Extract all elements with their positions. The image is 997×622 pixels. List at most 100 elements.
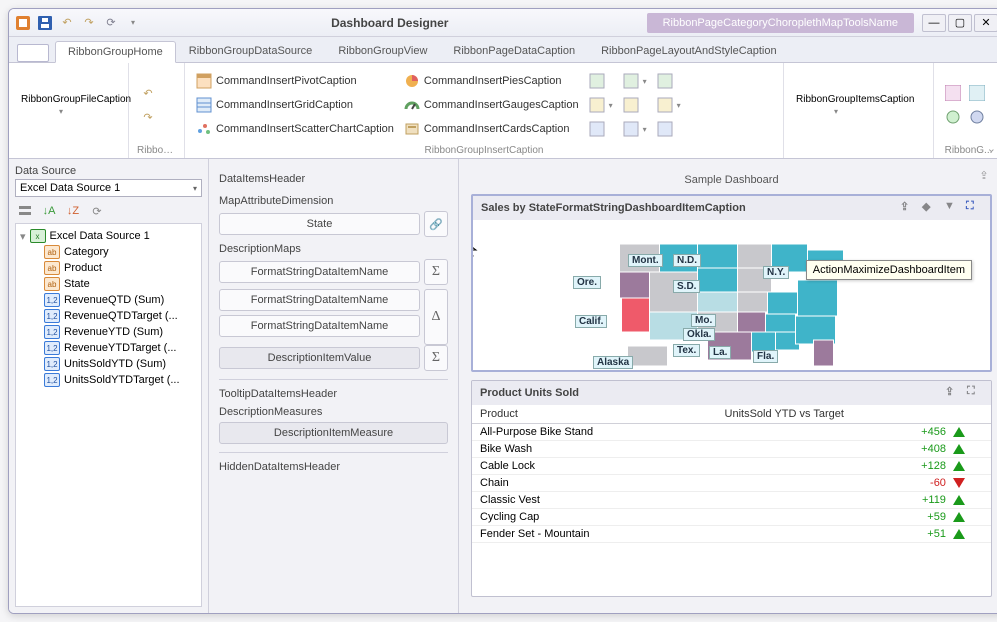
save-icon[interactable] [37,15,53,31]
insert-pivot-button[interactable]: CommandInsertPivotCaption [193,70,397,92]
insert-cards-button[interactable]: CommandInsertCardsCaption [401,118,582,140]
sigma-icon[interactable]: Σ [424,259,448,285]
insert-extra-button[interactable]: ▾ [654,94,684,116]
layers-icon[interactable]: ◆ [922,200,938,216]
table-row[interactable]: Cable Lock+128 [472,458,991,475]
pivot-icon [196,73,212,89]
col-product[interactable]: Product [472,405,717,424]
undo-button[interactable]: ↶ [137,82,159,104]
app-window: ↶ ↷ ⟳ ▾ Dashboard Designer RibbonPageCat… [8,8,997,614]
tab-ribbongroupview[interactable]: RibbonGroupView [325,40,440,62]
tab-ribbongroupdatasource[interactable]: RibbonGroupDataSource [176,40,326,62]
table-row[interactable]: Bike Wash+408 [472,441,991,458]
format-pill[interactable]: FormatStringDataItemName [219,261,420,283]
gallery-item[interactable] [966,82,988,104]
tree-field[interactable]: 1,2RevenueQTD (Sum) [20,292,197,308]
sort-desc-icon[interactable]: ↓Z [63,201,83,221]
collapse-ribbon-icon[interactable]: ⌄ [987,142,996,155]
table-row[interactable]: Fender Set - Mountain+51 [472,526,991,543]
insert-scatter-button[interactable]: CommandInsertScatterChartCaption [193,118,397,140]
table-row[interactable]: Chain-60 [472,475,991,492]
tree-field[interactable]: 1,2UnitsSoldYTDTarget (... [20,372,197,388]
insert-extra-button[interactable] [620,94,650,116]
field-type-icon: 1,2 [44,357,60,371]
col-units[interactable]: UnitsSold YTD vs Target [717,405,973,424]
tab-ribbonpagedatacaption[interactable]: RibbonPageDataCaption [440,40,588,62]
export-icon[interactable]: ⇪ [945,385,961,401]
minimize-button[interactable]: — [922,14,946,32]
gallery-item[interactable] [966,106,988,128]
app-icon [15,15,31,31]
tree-field[interactable]: abProduct [20,260,197,276]
window-title: Dashboard Designer [141,16,639,30]
format-pill[interactable]: FormatStringDataItemName [219,289,420,311]
tree-field[interactable]: 1,2RevenueYTDTarget (... [20,340,197,356]
filter-icon[interactable]: ▼ [944,200,960,216]
export-icon[interactable]: ⇪ [976,169,992,185]
tab-ribbonpagelayoutandstylecaption[interactable]: RibbonPageLayoutAndStyleCaption [588,40,790,62]
insert-extra-icon [657,73,673,89]
refresh-icon[interactable]: ⟳ [103,15,119,31]
content-area: Data Source Excel Data Source 1 ▾ ↓A ↓Z … [9,159,997,613]
insert-extra-button[interactable] [654,118,684,140]
maximize-icon[interactable]: ⛶ [967,385,983,401]
tree-field[interactable]: 1,2UnitsSoldYTD (Sum) [20,356,197,372]
insert-extra-button[interactable]: ▾ [620,70,650,92]
collapse-icon[interactable]: ▾ [20,230,26,243]
redo-icon[interactable]: ↷ [81,15,97,31]
redo-button[interactable]: ↷ [137,106,159,128]
state-label: N.Y. [763,266,789,279]
field-toolbar: ↓A ↓Z ⟳ [15,201,202,221]
insert-extra-button[interactable] [586,70,616,92]
desc-item-measure-pill[interactable]: DescriptionItemMeasure [219,422,448,444]
tree-field[interactable]: abCategory [20,244,197,260]
products-table: Product UnitsSold YTD vs Target All-Purp… [472,405,991,543]
link-icon[interactable]: 🔗 [424,211,448,237]
chevron-down-icon: ▾ [834,107,838,116]
insert-extra-button[interactable]: ▾ [586,94,616,116]
table-row[interactable]: Classic Vest+119 [472,492,991,509]
undo-icon[interactable]: ↶ [59,15,75,31]
sort-asc-icon[interactable]: ↓A [39,201,59,221]
format-pill[interactable]: FormatStringDataItemName [219,315,420,337]
state-label: Tex. [673,344,700,357]
group-icon[interactable] [15,201,35,221]
insert-extra-button[interactable]: ▾ [620,118,650,140]
insert-gauges-button[interactable]: CommandInsertGaugesCaption [401,94,582,116]
state-label: N.D. [673,254,701,267]
file-button[interactable]: RibbonGroupFileCaption ▾ [17,90,105,120]
map-body[interactable]: Ore.Mont.N.D.N.Y.Calif.S.D.Mo.Okla.Tex.L… [473,220,990,370]
gallery-item[interactable] [942,82,964,104]
tree-field[interactable]: 1,2RevenueYTD (Sum) [20,324,197,340]
refresh-icon[interactable]: ⟳ [87,201,107,221]
insert-extra-button[interactable] [586,118,616,140]
delta-icon[interactable]: Δ [424,289,448,345]
insert-grid-button[interactable]: CommandInsertGridCaption [193,94,397,116]
tree-field[interactable]: abState [20,276,197,292]
view-switcher[interactable] [17,44,49,62]
sigma-icon[interactable]: Σ [424,345,448,371]
state-label: Alaska [593,356,633,369]
table-row[interactable]: Cycling Cap+59 [472,509,991,526]
tree-root[interactable]: ▾ x Excel Data Source 1 [20,228,197,244]
map-card: Sales by StateFormatStringDashboardItemC… [471,194,992,372]
insert-extra-icon [589,73,605,89]
tab-ribbongrouphome[interactable]: RibbonGroupHome [55,41,176,63]
state-pill[interactable]: State [219,213,420,235]
items-button[interactable]: RibbonGroupItemsCaption ▾ [792,90,880,120]
insert-pies-button[interactable]: CommandInsertPiesCaption [401,70,582,92]
gallery-item[interactable] [942,106,964,128]
datasource-combo[interactable]: Excel Data Source 1 ▾ [15,179,202,197]
insert-extra-button[interactable] [654,70,684,92]
state-label: Mo. [691,314,716,327]
qat-dropdown-icon[interactable]: ▾ [125,15,141,31]
maximize-icon[interactable]: ⛶ [966,200,982,216]
close-button[interactable]: ✕ [974,14,997,32]
desc-item-value-pill[interactable]: DescriptionItemValue [219,347,420,369]
field-type-icon: ab [44,245,60,259]
tree-field[interactable]: 1,2RevenueQTDTarget (... [20,308,197,324]
export-icon[interactable]: ⇪ [900,200,916,216]
table-card: Product Units Sold ⇪ ⛶ Product UnitsSold… [471,380,992,597]
maximize-button[interactable]: ▢ [948,14,972,32]
table-row[interactable]: All-Purpose Bike Stand+456 [472,424,991,441]
